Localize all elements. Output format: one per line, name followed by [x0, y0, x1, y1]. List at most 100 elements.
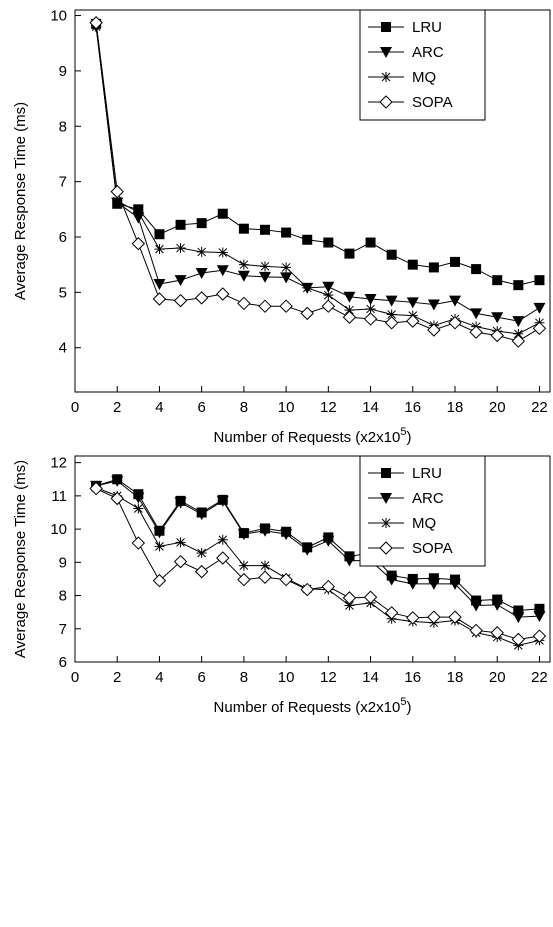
marker	[152, 573, 167, 588]
marker	[428, 262, 439, 273]
marker	[469, 623, 483, 638]
marker	[384, 606, 399, 620]
y-axis-label: Average Response Time (ms)	[12, 460, 29, 658]
marker	[280, 529, 293, 541]
series-line	[95, 488, 540, 640]
marker	[216, 495, 229, 507]
legend-label: ARC	[412, 44, 444, 61]
marker	[365, 303, 376, 314]
y-tick-label: 7	[59, 621, 67, 638]
marker	[386, 309, 397, 320]
plot-frame	[74, 9, 551, 393]
x-axis-label: Number of Requests (x2x105)	[214, 696, 412, 716]
marker	[491, 312, 504, 324]
marker	[448, 316, 462, 330]
marker	[427, 610, 441, 624]
marker	[384, 316, 399, 330]
marker	[260, 560, 270, 571]
series-line	[95, 487, 540, 646]
x-tick-label: 6	[197, 399, 205, 416]
marker	[110, 184, 124, 199]
marker	[196, 246, 207, 257]
marker	[154, 541, 165, 552]
marker	[194, 291, 209, 305]
marker	[281, 262, 292, 273]
marker	[428, 573, 439, 584]
marker	[491, 599, 504, 611]
marker	[449, 295, 461, 307]
marker	[258, 299, 272, 313]
marker	[406, 578, 419, 590]
legend-label: LRU	[412, 19, 442, 36]
marker	[279, 572, 293, 587]
marker	[194, 564, 209, 579]
marker	[470, 600, 483, 612]
marker	[365, 237, 376, 248]
series-line	[95, 478, 540, 612]
x-axis-label-part: Number of Requests (x2x10	[214, 429, 401, 446]
x-tick-label: 2	[113, 669, 121, 686]
marker	[534, 603, 545, 614]
x-axis-label-part: )	[406, 699, 411, 716]
marker	[173, 554, 188, 569]
series-line	[95, 480, 540, 618]
legend-label: SOPA	[412, 94, 453, 111]
legend-label: MQ	[412, 515, 436, 532]
marker	[385, 295, 398, 307]
x-axis-label-part: Number of Requests (x2x10	[214, 699, 401, 716]
marker	[406, 297, 419, 309]
y-tick-label: 8	[59, 118, 67, 135]
x-tick-label: 14	[362, 669, 379, 686]
marker	[379, 541, 393, 555]
marker	[449, 578, 461, 590]
marker	[133, 207, 144, 218]
marker	[406, 314, 420, 328]
marker	[174, 275, 187, 287]
x-tick-label: 20	[489, 399, 506, 416]
plot-frame	[74, 455, 551, 663]
marker	[237, 572, 251, 587]
x-axis-label: Number of Requests (x2x105)	[214, 426, 412, 446]
marker	[302, 282, 313, 293]
x-tick-label: 0	[71, 399, 79, 416]
marker	[112, 196, 123, 206]
marker	[364, 293, 377, 305]
x-axis-label-part: )	[406, 429, 411, 446]
marker	[154, 244, 165, 255]
series-line	[95, 22, 540, 342]
marker	[511, 632, 526, 647]
x-tick-label: 0	[71, 669, 79, 686]
marker	[111, 475, 124, 487]
marker	[321, 579, 336, 594]
marker	[238, 223, 249, 234]
marker	[407, 259, 418, 270]
marker	[175, 243, 186, 254]
marker	[279, 299, 293, 313]
marker	[216, 551, 230, 565]
marker	[217, 208, 228, 219]
legend: LRU ARC MQ SOPA	[359, 455, 486, 567]
marker	[379, 95, 393, 109]
x-tick-label: 12	[320, 399, 337, 416]
marker	[195, 509, 208, 521]
y-tick-label: 6	[59, 229, 67, 246]
marker	[131, 536, 146, 550]
x-axis-label-part: 5	[400, 696, 406, 708]
marker	[513, 280, 524, 291]
marker	[534, 275, 545, 286]
legend: LRU ARC MQ SOPA	[359, 9, 486, 121]
marker	[533, 611, 546, 623]
marker	[490, 626, 504, 640]
marker	[237, 529, 250, 541]
marker	[448, 610, 462, 624]
x-tick-label: 20	[489, 669, 506, 686]
marker	[532, 629, 547, 643]
x-tick-label: 8	[240, 399, 248, 416]
marker	[386, 249, 397, 260]
legend-label: LRU	[412, 465, 442, 482]
marker	[492, 594, 503, 605]
legend-label: ARC	[412, 490, 444, 507]
marker	[532, 321, 547, 336]
y-tick-label: 6	[59, 654, 67, 671]
